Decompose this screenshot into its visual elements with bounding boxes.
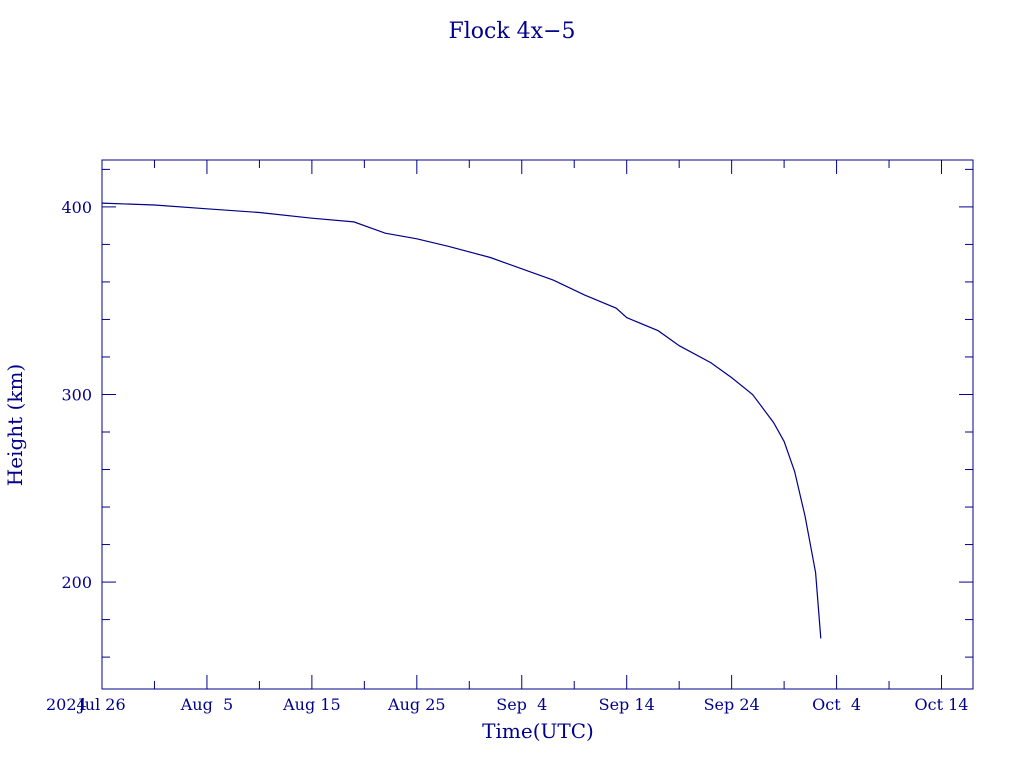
x-tick-label: Oct 4 xyxy=(812,695,861,714)
x-tick-label: Jul 26 xyxy=(76,695,125,714)
x-axis-label: Time(UTC) xyxy=(482,719,594,743)
series-group xyxy=(101,202,822,639)
y-axis: 200 300 400 xyxy=(61,168,973,658)
y-axis-label: Height (km) xyxy=(3,364,27,486)
x-tick-label: Aug 25 xyxy=(387,695,446,714)
x-tick-label: Sep 14 xyxy=(599,695,655,714)
x-tick-label: Aug 5 xyxy=(180,695,233,714)
year-label: 2024 xyxy=(46,695,87,714)
x-tick-label: Sep 24 xyxy=(704,695,760,714)
y-tick-label: 200 xyxy=(61,573,92,592)
chart-title: Flock 4x−5 xyxy=(448,19,575,44)
x-tick-label: Oct 14 xyxy=(915,695,969,714)
series-line xyxy=(101,202,822,639)
y-tick-label: 300 xyxy=(61,385,92,404)
x-tick-label: Aug 15 xyxy=(282,695,341,714)
x-tick-label: Sep 4 xyxy=(496,695,547,714)
y-tick-label: 400 xyxy=(61,198,92,217)
plot-frame xyxy=(101,159,974,690)
x-axis: Jul 26 Aug 5 Aug 15 Aug 25 Sep 4 Sep 14 Sep 24… xyxy=(76,160,968,714)
